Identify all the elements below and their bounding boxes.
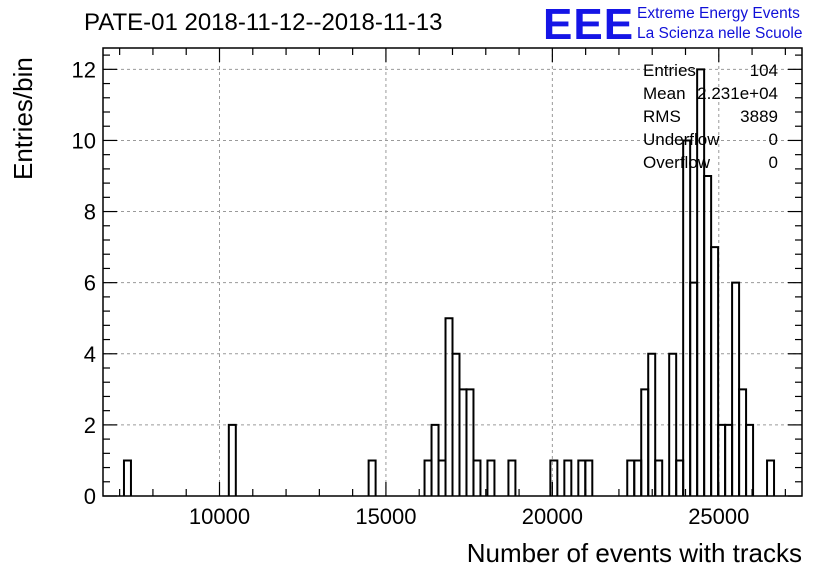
stat-label: Underflow — [643, 130, 720, 149]
x-tick-label: 10000 — [189, 504, 250, 529]
stat-label: RMS — [643, 107, 681, 126]
stat-value: 0 — [769, 153, 778, 172]
histogram-bin — [423, 459, 433, 496]
histogram-bin — [507, 459, 517, 496]
histogram-bin — [437, 459, 447, 496]
histogram-bin — [444, 317, 454, 496]
eee-logo: EEE Extreme Energy Events La Scienza nel… — [543, 3, 833, 47]
eee-logo-text: Extreme Energy Events La Scienza nelle S… — [637, 4, 802, 44]
histogram-bin — [472, 459, 482, 496]
histogram-bin — [668, 352, 678, 496]
stat-label: Overflow — [643, 153, 711, 172]
histogram-bars — [122, 68, 776, 496]
y-tick-label: 10 — [72, 128, 96, 153]
histogram-bin — [367, 459, 377, 496]
histogram-bin — [486, 459, 496, 496]
histogram-bin — [647, 352, 657, 496]
histogram-bin — [577, 459, 587, 496]
histogram-bin — [563, 459, 573, 496]
histogram-bin — [430, 423, 440, 496]
histogram-bin — [724, 423, 734, 496]
histogram-bin — [675, 459, 685, 496]
histogram-bin — [682, 139, 692, 496]
histogram-bin — [738, 388, 748, 496]
stats-box: Entries 104 Mean 2.231e+04 RMS 3889 Underflow 0… — [643, 61, 778, 172]
x-tick-label: 15000 — [355, 504, 416, 529]
histogram-bin — [633, 459, 643, 496]
stat-value: 104 — [750, 61, 778, 80]
y-tick-label: 0 — [84, 484, 96, 509]
histogram-bin — [689, 281, 699, 496]
eee-logo-mark: EEE — [543, 0, 635, 49]
histogram-bin — [584, 459, 594, 496]
histogram-bin — [654, 459, 664, 496]
stat-value: 3889 — [740, 107, 778, 126]
y-axis-label: Entries/bin — [8, 57, 38, 180]
y-tick-label: 2 — [84, 413, 96, 438]
histogram-bin — [227, 423, 237, 496]
histogram-bin — [122, 459, 132, 496]
x-tick-label: 20000 — [522, 504, 583, 529]
histogram-bin — [640, 388, 650, 496]
histogram-bin — [465, 388, 475, 496]
histogram-bin — [703, 175, 713, 496]
axes — [102, 47, 803, 497]
logo-line-1: Extreme Energy Events — [637, 5, 800, 22]
y-tick-label: 8 — [84, 200, 96, 225]
x-tick-label: 25000 — [688, 504, 749, 529]
histogram-bin — [549, 459, 559, 496]
stat-value: 0 — [769, 130, 778, 149]
chart-title: PATE-01 2018-11-12--2018-11-13 — [84, 9, 443, 36]
histogram-bin — [458, 388, 468, 496]
logo-line-2: La Scienza nelle Scuole — [637, 25, 803, 42]
tick-labels: 10000 15000 20000 25000 0 2 4 6 8 10 12 — [72, 57, 750, 529]
histogram-bin — [766, 459, 776, 496]
y-tick-label: 6 — [84, 271, 96, 296]
stat-label: Mean — [643, 84, 686, 103]
histogram-bin — [731, 281, 741, 496]
stat-value: 2.231e+04 — [697, 84, 778, 103]
y-tick-label: 12 — [72, 57, 96, 82]
histogram-bin — [626, 459, 636, 496]
y-tick-label: 4 — [84, 342, 96, 367]
histogram-bin — [710, 246, 720, 496]
histogram-bin — [745, 423, 755, 496]
stat-label: Entries — [643, 61, 696, 80]
x-axis-label: Number of events with tracks — [467, 538, 802, 568]
